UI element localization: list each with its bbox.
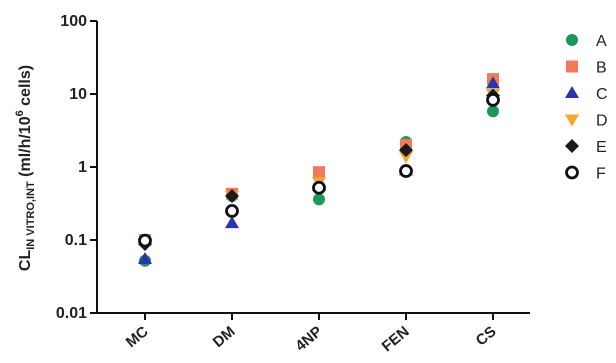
x-tick-label-mc: MC bbox=[123, 323, 152, 351]
y-axis-label-group: CLIN VITRO,INT (ml/h/106 cells) bbox=[14, 65, 37, 271]
legend-marker-c bbox=[565, 86, 579, 98]
data-point-c-mc bbox=[138, 251, 152, 264]
y-axis-label-subscript: IN VITRO,INT bbox=[25, 181, 37, 250]
x-tick-label-4np: 4NP bbox=[292, 323, 325, 355]
data-point-f-cs bbox=[486, 93, 500, 107]
y-tick-label: 10 bbox=[69, 86, 87, 103]
legend-marker-a bbox=[566, 34, 578, 46]
legend-label-c: C bbox=[596, 86, 608, 103]
legend-marker-e bbox=[565, 139, 579, 153]
data-point-a-4np bbox=[313, 193, 325, 206]
legend-marker-d bbox=[565, 114, 579, 127]
data-point-d-fen bbox=[399, 151, 413, 164]
data-point-f-fen bbox=[399, 164, 413, 178]
y-tick-label: 100 bbox=[60, 13, 87, 30]
y-axis-label-superscript: 6 bbox=[14, 110, 26, 116]
x-tick-label-dm: DM bbox=[210, 323, 239, 351]
data-point-f-mc bbox=[138, 233, 152, 248]
x-tick-label-fen: FEN bbox=[379, 323, 413, 355]
data-points-layer bbox=[138, 73, 500, 267]
legend-marker-f bbox=[565, 165, 579, 180]
legend-marker-b bbox=[566, 60, 578, 73]
data-point-e-dm bbox=[225, 189, 239, 204]
data-point-a-cs bbox=[487, 105, 499, 118]
legend-label-a: A bbox=[596, 33, 607, 50]
data-point-c-dm bbox=[225, 216, 239, 229]
y-axis-label-unit-end: cells) bbox=[17, 65, 34, 110]
data-point-b-4np bbox=[313, 166, 325, 179]
y-axis-label-main: CL bbox=[17, 250, 34, 272]
data-point-f-dm bbox=[225, 204, 239, 218]
data-point-f-4np bbox=[312, 180, 326, 195]
y-tick-label: 1 bbox=[78, 159, 87, 176]
data-point-e-fen bbox=[399, 143, 413, 158]
legend-label-f: F bbox=[596, 166, 606, 183]
axes-layer: 0.01 0.1 1 10 100 MC DM 4NP FEN CS bbox=[56, 13, 530, 355]
y-axis-label-unit-start: (ml/h/10 bbox=[17, 116, 34, 181]
legend-label-b: B bbox=[596, 60, 607, 77]
legend-label-d: D bbox=[596, 113, 608, 130]
y-axis-label: CLIN VITRO,INT (ml/h/106 cells) bbox=[14, 65, 37, 271]
y-tick-label: 0.01 bbox=[56, 305, 87, 322]
x-tick-label-cs: CS bbox=[473, 323, 500, 349]
legend-label-e: E bbox=[596, 139, 607, 156]
y-tick-label: 0.1 bbox=[65, 232, 87, 249]
data-point-c-cs bbox=[486, 76, 500, 89]
